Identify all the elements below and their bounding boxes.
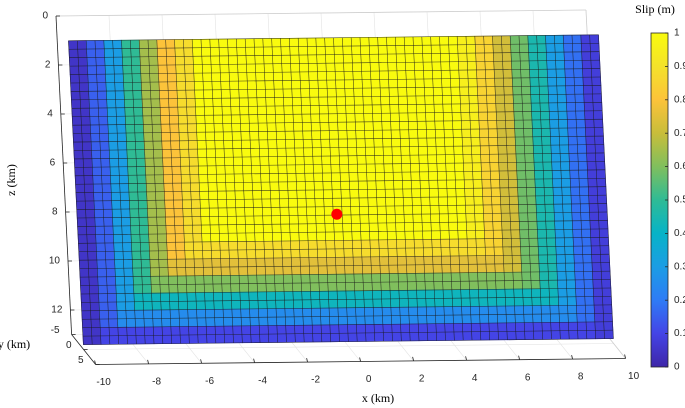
x-tick-label: 8 (578, 372, 584, 383)
x-tick (306, 358, 308, 363)
hypocenter (331, 208, 343, 220)
colorbar-tick-label: 0.5 (674, 195, 685, 206)
colorbar-tick-label: 0.9 (674, 61, 685, 72)
mesh-line (77, 220, 608, 227)
mesh-line (76, 194, 607, 202)
mesh-line (83, 338, 614, 345)
x-axis-label: x (km) (362, 391, 394, 405)
x-tick-label: 4 (472, 373, 478, 384)
x-tick (359, 357, 361, 362)
mesh-line (81, 304, 612, 312)
mesh-line (80, 270, 611, 278)
x-tick (94, 360, 96, 365)
z-tick-label: 2 (45, 60, 51, 71)
x-tick (465, 356, 467, 361)
mesh (68, 34, 614, 345)
mesh-line (75, 177, 606, 185)
colorbar-tick-label: 0.1 (674, 328, 685, 339)
z-tick-label: 8 (52, 207, 58, 218)
z-tick-label: 0 (42, 11, 48, 22)
x-tick-label: 6 (525, 372, 531, 383)
mesh-line (75, 169, 606, 177)
mesh-line (75, 186, 606, 193)
mesh-line (77, 228, 608, 236)
mesh-line (73, 144, 604, 151)
mesh-line (74, 152, 605, 160)
colorbar-tick-label: 0.4 (674, 228, 685, 239)
x-tick-label: -4 (258, 375, 267, 386)
colorbar-tick-label: 0.6 (674, 161, 685, 172)
x-tick-label: -6 (205, 376, 214, 387)
colorbar-tick-label: 0.3 (674, 261, 685, 272)
x-tick-label: 0 (366, 374, 372, 385)
box-edge (55, 9, 587, 17)
x-tick (571, 355, 573, 360)
colorbar-tick-label: 0.8 (674, 94, 685, 105)
mesh-line (72, 110, 603, 118)
mesh-line (80, 279, 611, 286)
mesh-line (81, 296, 612, 303)
x-tick-label: -2 (311, 375, 320, 386)
mesh-line (78, 237, 609, 244)
mesh-line (73, 135, 604, 143)
mesh-line (70, 68, 601, 75)
mesh-line (68, 34, 599, 42)
mesh-line (69, 59, 600, 67)
mesh-line (70, 85, 601, 92)
mesh-line (74, 161, 605, 168)
x-tick (253, 358, 255, 363)
y-tick-label: 5 (78, 355, 84, 366)
colorbar-tick-label: 0.7 (674, 128, 685, 139)
z-tick-label: 10 (49, 256, 61, 267)
grid-line (83, 343, 614, 350)
x-tick (200, 359, 202, 364)
mesh-line (69, 51, 600, 58)
mesh-line (70, 76, 601, 84)
y-tick-label: 0 (66, 340, 72, 351)
y-axis-label: y (km) (0, 337, 30, 351)
x-tick-label: 10 (628, 371, 640, 382)
colorbar-tick-label: 1 (674, 28, 680, 39)
mesh-line (82, 313, 613, 320)
mesh-line (71, 93, 602, 101)
mesh-line (76, 203, 607, 210)
mesh-line (80, 287, 611, 295)
colorbar-tick-label: 0.2 (674, 295, 685, 306)
z-axis-line (55, 15, 72, 335)
z-tick-label: 12 (51, 305, 63, 316)
z-tick-label: 6 (50, 158, 56, 169)
x-tick (147, 359, 149, 364)
mesh-line (82, 329, 613, 337)
x-tick (412, 356, 414, 361)
mesh-line (78, 245, 609, 253)
colorbar-tick-label: 0 (674, 362, 680, 373)
x-tick-label: 2 (419, 374, 425, 385)
x-tick (624, 354, 626, 359)
mesh-line (68, 42, 599, 50)
z-axis-label: z (km) (4, 164, 18, 196)
mesh-line (79, 262, 610, 269)
z-tick-label: 4 (47, 109, 53, 120)
y-tick-label: -5 (51, 325, 60, 336)
colorbar-title: Slip (m) (635, 2, 675, 16)
mesh-line (71, 102, 602, 109)
x-tick-label: -10 (96, 377, 111, 388)
x-tick-label: -8 (152, 377, 161, 388)
x-tick (518, 355, 520, 360)
mesh-line (72, 118, 603, 126)
mesh-line (79, 253, 610, 261)
mesh-line (73, 127, 604, 134)
mesh-line (82, 321, 613, 328)
